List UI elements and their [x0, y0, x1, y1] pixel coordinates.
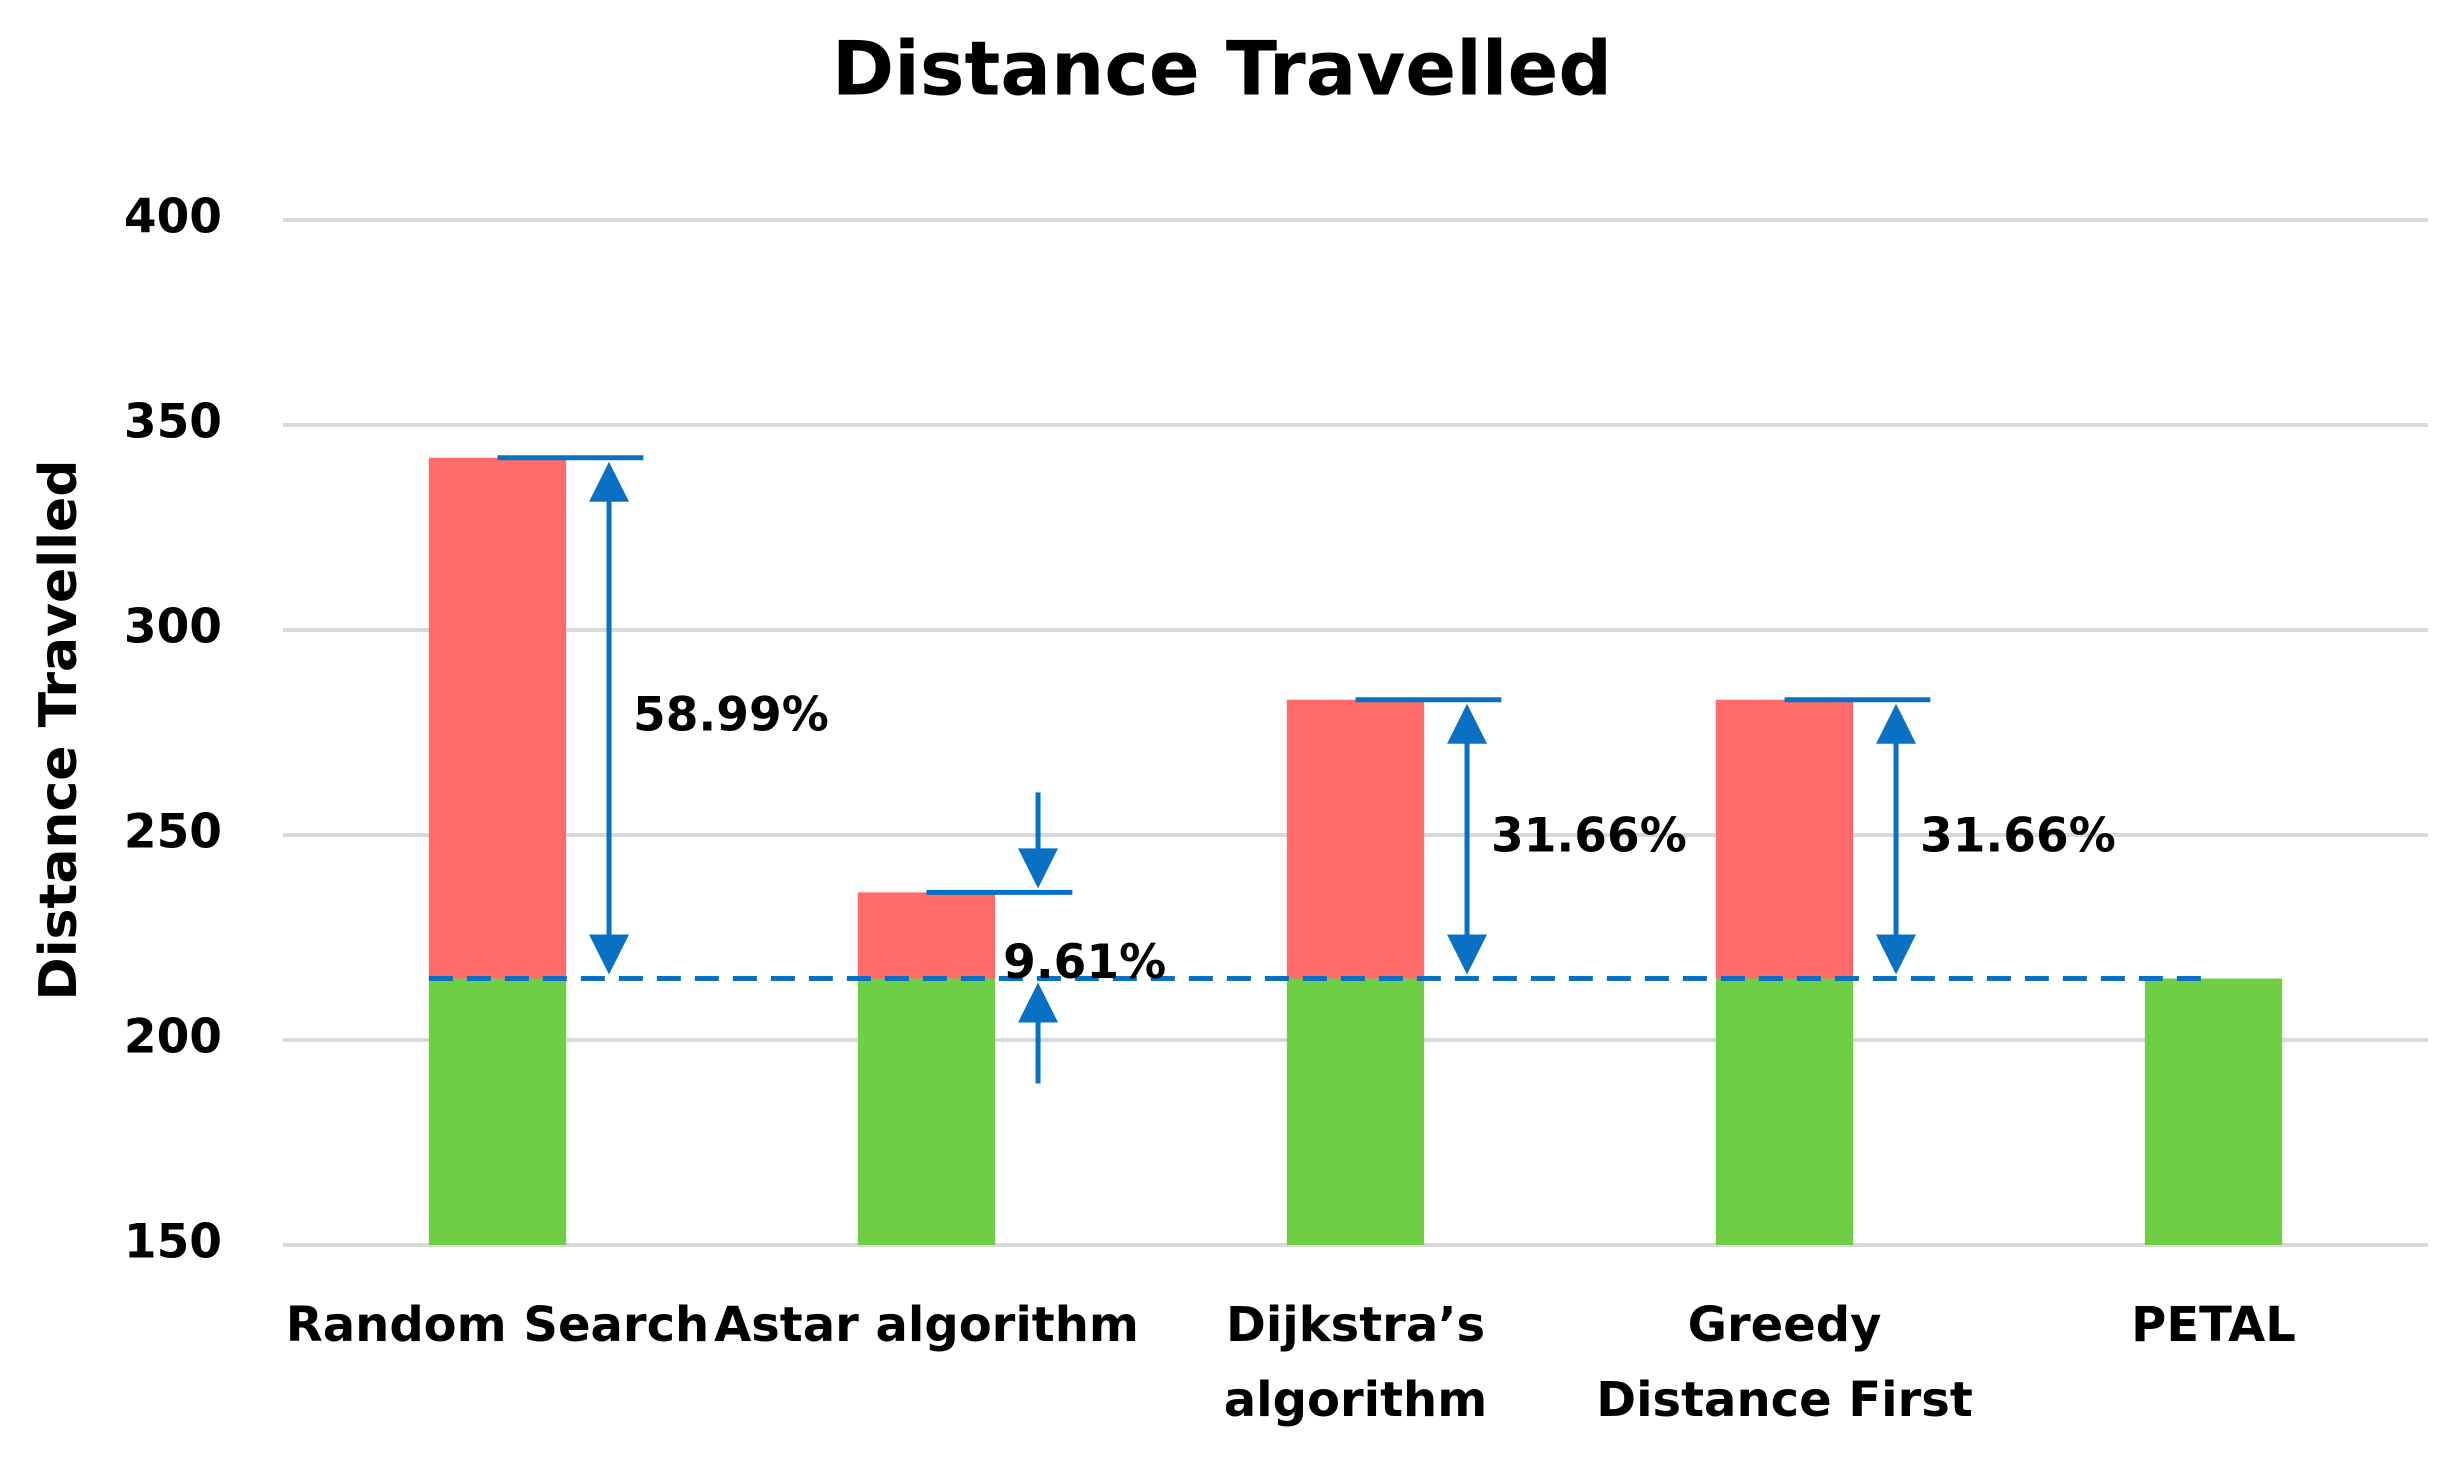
y-tick-label: 400 [124, 190, 222, 245]
arrow-head [1447, 703, 1488, 744]
bar-segment [1715, 978, 1854, 1245]
arrow-head [1018, 848, 1059, 889]
x-tick-label: Dijkstra’s [1226, 1297, 1485, 1353]
annotation-label: 31.66% [1920, 809, 2116, 864]
y-tick-label: 150 [124, 1215, 222, 1270]
x-tick-label: Distance First [1596, 1372, 1973, 1428]
x-tick-label: Astar algorithm [714, 1297, 1139, 1353]
x-tick-label: algorithm [1224, 1372, 1487, 1428]
bar-segment [857, 892, 996, 979]
bar-segment [1286, 699, 1425, 979]
x-tick-label: Greedy [1688, 1297, 1882, 1353]
x-tick-label: Random Search [286, 1297, 709, 1353]
arrow-head [1447, 934, 1488, 975]
y-axis-label: Distance Travelled [29, 460, 89, 1001]
x-tick-label: PETAL [2131, 1297, 2296, 1353]
annotation-label: 9.61% [1003, 935, 1166, 990]
arrow-head [1876, 703, 1917, 744]
annotation-label: 31.66% [1491, 809, 1687, 864]
bar-segment [2144, 978, 2283, 1245]
arrow-head [1876, 934, 1917, 975]
arrow-head [589, 934, 630, 975]
y-tick-label: 200 [124, 1010, 222, 1065]
y-tick-label: 350 [124, 395, 222, 450]
y-tick-label: 300 [124, 600, 222, 655]
bar-segment [857, 978, 996, 1245]
arrow-head [1018, 982, 1059, 1023]
bar-segment [428, 978, 567, 1245]
annotation-label: 58.99% [633, 688, 829, 743]
bar-segment [428, 457, 567, 979]
bar-segment [1715, 699, 1854, 979]
bar-segment [1286, 978, 1425, 1245]
chart-title: Distance Travelled [832, 25, 1612, 113]
arrow-head [589, 461, 630, 502]
y-tick-label: 250 [124, 805, 222, 860]
